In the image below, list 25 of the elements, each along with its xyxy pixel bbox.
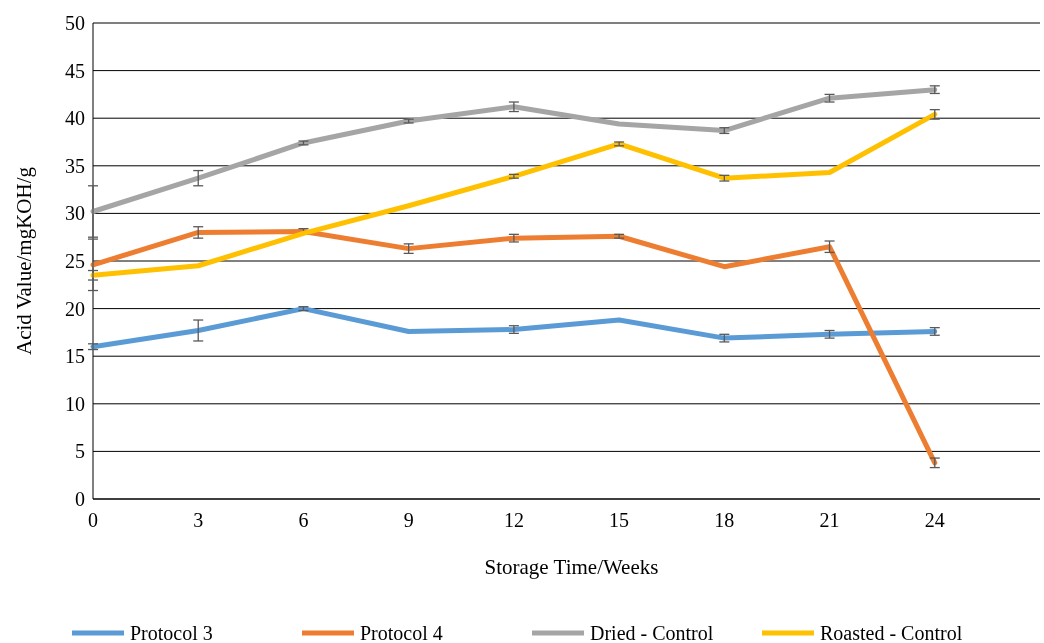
legend-label: Protocol 4 <box>360 622 443 643</box>
y-tick-label: 15 <box>65 345 85 368</box>
y-tick-label: 50 <box>65 12 85 34</box>
y-tick-label: 20 <box>65 297 85 320</box>
y-tick-label: 0 <box>75 488 85 510</box>
y-tick-label: 40 <box>65 107 85 130</box>
legend-label: Roasted - Control <box>820 622 963 643</box>
x-tick-label: 9 <box>403 509 414 531</box>
legend-label: Dried - Control <box>590 622 714 643</box>
y-tick-label: 30 <box>65 202 85 225</box>
y-axis-title: Acid Value/mgKOH/g <box>12 166 36 356</box>
x-axis-title: Storage Time/Weeks <box>484 555 659 579</box>
x-tick-label: 12 <box>503 509 524 531</box>
x-tick-label: 3 <box>193 509 204 531</box>
x-tick-label: 18 <box>714 509 735 531</box>
x-tick-label: 6 <box>298 509 309 531</box>
x-tick-label: 24 <box>924 509 945 531</box>
y-tick-label: 10 <box>65 392 85 415</box>
legend-label: Protocol 3 <box>130 622 213 643</box>
y-tick-label: 5 <box>75 440 85 463</box>
y-tick-label: 45 <box>65 59 85 82</box>
y-tick-label: 25 <box>65 250 85 272</box>
y-tick-label: 35 <box>65 154 85 177</box>
x-tick-label: 21 <box>819 509 840 531</box>
x-tick-label: 15 <box>609 509 630 531</box>
